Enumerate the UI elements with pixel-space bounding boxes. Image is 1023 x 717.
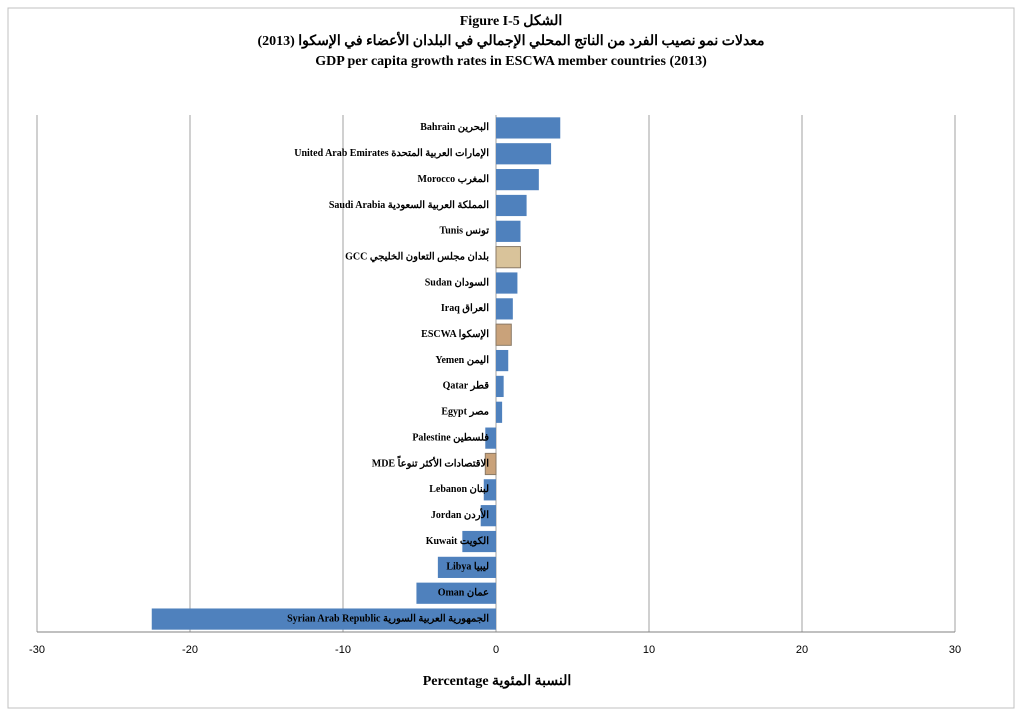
bar xyxy=(495,246,521,269)
x-tick-label: 0 xyxy=(493,644,499,656)
category-label: Qatar قطر xyxy=(443,381,490,392)
category-label: Jordan الأردن xyxy=(431,509,489,521)
bar xyxy=(496,169,539,191)
bar xyxy=(496,143,552,165)
category-label: Yemen اليمن xyxy=(435,355,489,366)
bar xyxy=(496,349,509,372)
bar xyxy=(462,530,496,553)
bar xyxy=(496,220,521,242)
bar xyxy=(151,608,496,630)
category-label: Palestine فلسطين xyxy=(412,432,489,443)
category-label: Oman عمان xyxy=(438,588,489,599)
x-tick-label: 10 xyxy=(643,644,655,656)
x-tick-label: -10 xyxy=(335,644,351,656)
category-label: Morocco المغرب xyxy=(418,174,490,185)
title-line: معدلات نمو نصيب الفرد من الناتج المحلي ا… xyxy=(257,31,764,50)
bar xyxy=(416,582,496,604)
category-label: Saudi Arabia المملكة العربية السعودية xyxy=(329,200,489,211)
bar xyxy=(437,556,496,578)
category-label: Syrian Arab Republic الجمهورية العربية ا… xyxy=(287,613,489,624)
category-label: Bahrain البحرين xyxy=(420,122,489,133)
x-tick-label: -20 xyxy=(182,644,198,656)
category-label: GCC بلدان مجلس التعاون الخليجي xyxy=(345,251,489,262)
category-label: Libya ليبيا xyxy=(446,562,489,573)
title-line: Figure I-5 الشكل xyxy=(460,13,563,29)
category-label: Lebanon لبنان xyxy=(429,484,489,495)
category-label: Iraq العراق xyxy=(441,303,489,314)
x-tick-label: -30 xyxy=(29,644,45,656)
bar xyxy=(483,479,496,501)
category-label: Egypt مصر xyxy=(441,407,489,418)
bar xyxy=(484,452,497,476)
bar xyxy=(496,272,518,294)
bar xyxy=(496,375,504,398)
x-tick-label: 30 xyxy=(949,644,961,656)
x-axis-label: Percentage النسبة المئوية xyxy=(423,674,572,689)
category-label: ESCWA الإسكوا xyxy=(421,329,489,340)
bar xyxy=(495,323,512,346)
category-label: Tunis تونس xyxy=(439,226,489,237)
chart-frame xyxy=(7,7,1015,709)
bar xyxy=(496,298,513,320)
bar xyxy=(496,117,561,139)
title-line: GDP per capita growth rates in ESCWA mem… xyxy=(315,54,707,69)
category-label: Kuwait الكويت xyxy=(426,536,490,547)
bar xyxy=(496,194,527,217)
bar xyxy=(485,427,496,449)
bar xyxy=(480,505,496,527)
bar xyxy=(496,401,503,423)
category-label: Sudan السودان xyxy=(425,277,489,288)
x-tick-label: 20 xyxy=(796,644,808,656)
category-label: United Arab Emirates الإمارات العربية ال… xyxy=(294,148,489,159)
category-label: MDE الاقتصادات الأكثر تنوعاً xyxy=(372,455,489,469)
